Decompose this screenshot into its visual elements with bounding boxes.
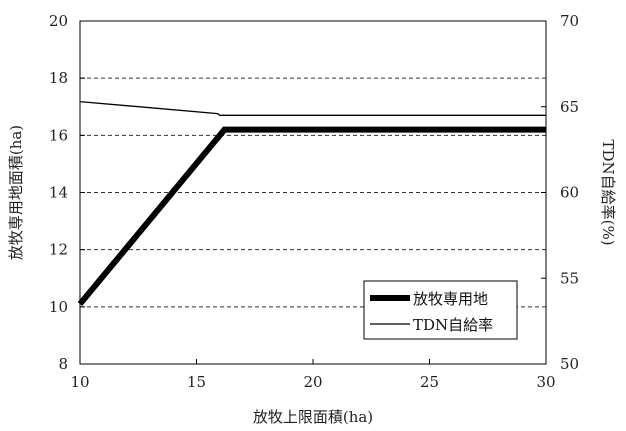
y-left-tick-label-18: 18 bbox=[49, 69, 68, 87]
x-tick-label-25: 25 bbox=[420, 373, 439, 391]
series-group bbox=[77, 100, 546, 306]
x-tick-label-15: 15 bbox=[187, 373, 206, 391]
y-left-tick-label-14: 14 bbox=[49, 184, 68, 202]
y-left-tick-label-8: 8 bbox=[58, 355, 68, 373]
series-line-0 bbox=[77, 126, 546, 306]
legend-label-tdn-rate: TDN自給率 bbox=[413, 316, 493, 334]
y-left-tick-label-12: 12 bbox=[49, 241, 68, 259]
grid-lines bbox=[80, 77, 546, 308]
y-left-tick-label-16: 16 bbox=[49, 126, 68, 144]
legend-label-grazing-land: 放牧専用地 bbox=[413, 290, 488, 308]
y-right-tick-label-55: 55 bbox=[560, 269, 579, 287]
tick-marks bbox=[79, 20, 547, 365]
y-right-tick-label-60: 60 bbox=[560, 184, 579, 202]
y-right-tick-label-70: 70 bbox=[560, 12, 579, 30]
y-axis-right-title: TDN自給率(%) bbox=[599, 139, 617, 245]
series-line-1 bbox=[79, 100, 546, 116]
y-left-tick-label-10: 10 bbox=[49, 298, 68, 316]
legend-box bbox=[363, 280, 518, 340]
x-axis-title: 放牧上限面積(ha) bbox=[253, 408, 373, 426]
y-axis-left-title: 放牧専用地面積(ha) bbox=[7, 125, 25, 260]
x-tick-label-20: 20 bbox=[303, 373, 322, 391]
y-right-tick-label-65: 65 bbox=[560, 98, 579, 116]
y-right-tick-label-50: 50 bbox=[560, 355, 579, 373]
x-tick-label-10: 10 bbox=[70, 373, 89, 391]
x-tick-label-30: 30 bbox=[536, 373, 555, 391]
y-left-tick-label-20: 20 bbox=[49, 12, 68, 30]
legend: 放牧専用地 TDN自給率 bbox=[363, 280, 518, 340]
